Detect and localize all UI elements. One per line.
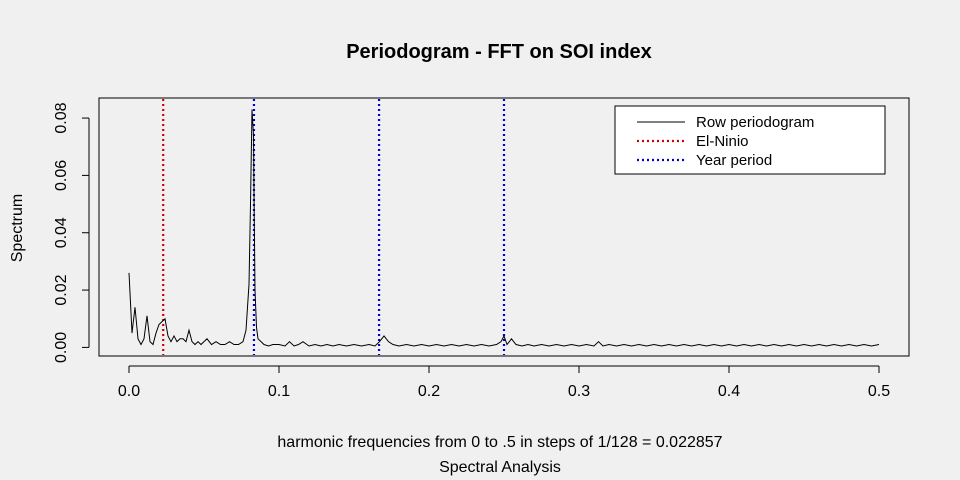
axes: 0.0 0.1 0.2 0.3 0.4 0.5 0.00 0.02 0.04 0.06 0.08	[53, 97, 910, 400]
x-axis-label: harmonic frequencies from 0 to .5 in ste…	[277, 434, 722, 451]
x-tick-label: 0.1	[268, 383, 290, 400]
x-tick-label: 0.0	[118, 383, 140, 400]
y-tick-label: 0.00	[53, 332, 70, 363]
y-tick-label: 0.06	[53, 160, 70, 191]
x-tick-label: 0.4	[718, 383, 740, 400]
x-tick-label: 0.2	[418, 383, 440, 400]
x-tick-label: 0.3	[568, 383, 590, 400]
x-axis-sublabel: Spectral Analysis	[439, 459, 561, 476]
plot-area	[128, 99, 880, 355]
y-tick-label: 0.04	[53, 217, 70, 248]
chart-title: Periodogram - FFT on SOI index	[346, 41, 652, 63]
legend-label: Year period	[696, 152, 772, 169]
y-tick-label: 0.08	[53, 102, 70, 133]
x-tick-label: 0.5	[868, 383, 890, 400]
legend-label: El-Ninio	[696, 133, 749, 150]
y-axis-label: Spectrum	[9, 194, 26, 262]
y-tick-label: 0.02	[53, 274, 70, 305]
legend-label: Row periodogram	[696, 114, 814, 131]
legend-box	[614, 105, 886, 175]
series-line-row-periodogram	[128, 109, 880, 347]
legend: Row periodogram El-Ninio Year period	[614, 105, 886, 175]
plot-frame	[98, 97, 910, 357]
